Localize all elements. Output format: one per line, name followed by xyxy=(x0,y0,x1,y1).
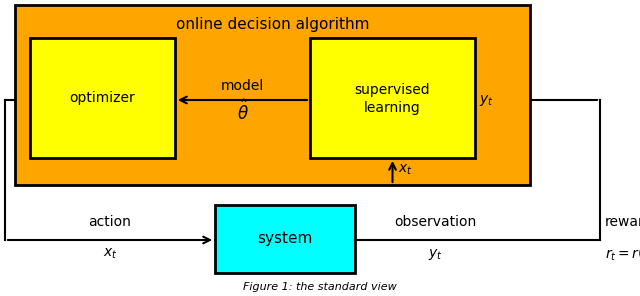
Text: observation: observation xyxy=(394,215,476,229)
Text: learning: learning xyxy=(364,101,421,115)
Text: supervised: supervised xyxy=(355,83,430,97)
Text: $r_t = r(y_t)$: $r_t = r(y_t)$ xyxy=(605,245,640,263)
Bar xyxy=(215,205,355,273)
Text: Figure 1: the standard view: Figure 1: the standard view xyxy=(243,282,397,292)
Text: reward: reward xyxy=(605,215,640,229)
Text: system: system xyxy=(257,231,313,247)
Bar xyxy=(15,5,530,185)
Text: $x_t$: $x_t$ xyxy=(397,163,412,177)
Text: action: action xyxy=(88,215,131,229)
Text: online decision algorithm: online decision algorithm xyxy=(176,17,369,33)
Text: $\hat{\theta}$: $\hat{\theta}$ xyxy=(237,100,248,124)
Text: $y_t$: $y_t$ xyxy=(479,92,493,107)
Text: $y_t$: $y_t$ xyxy=(428,247,442,261)
Bar xyxy=(30,38,175,158)
Text: $x_t$: $x_t$ xyxy=(102,247,117,261)
Bar xyxy=(310,38,475,158)
Text: optimizer: optimizer xyxy=(70,91,136,105)
Text: model: model xyxy=(221,79,264,93)
